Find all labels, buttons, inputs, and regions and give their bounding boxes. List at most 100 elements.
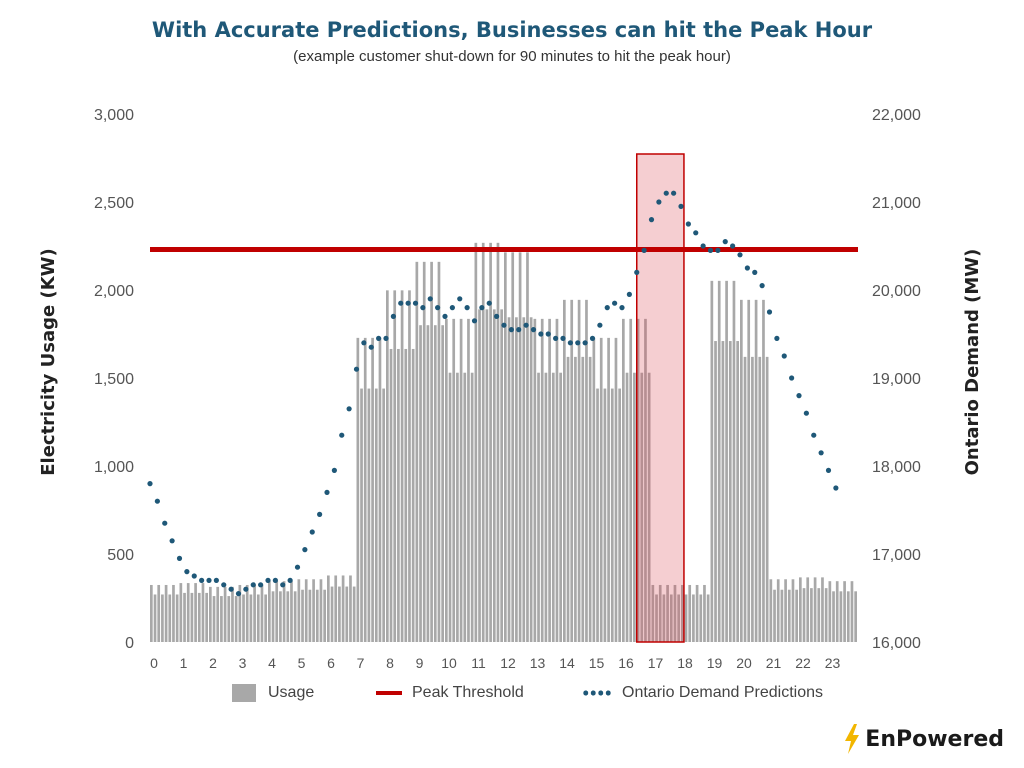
demand-dots <box>147 190 839 597</box>
usage-bar <box>791 579 795 642</box>
left-y-ticks: 0 500 1,000 1,500 2,000 2,500 3,000 <box>94 107 134 652</box>
usage-bar <box>802 588 806 642</box>
demand-point <box>530 327 537 333</box>
usage-bar <box>452 318 456 642</box>
usage-bar <box>824 588 828 642</box>
demand-point <box>427 296 433 302</box>
legend-usage: Usage <box>232 684 314 702</box>
usage-bar <box>456 372 459 642</box>
demand-point <box>457 296 463 302</box>
usage-bar <box>430 261 433 642</box>
usage-bar <box>345 586 349 642</box>
usage-bar <box>470 372 474 642</box>
x-tick-label: 20 <box>736 655 752 671</box>
usage-bar <box>474 242 478 642</box>
usage-bar <box>588 356 592 642</box>
usage-bar <box>445 318 448 642</box>
demand-point <box>309 529 315 535</box>
demand-point <box>287 577 293 584</box>
usage-bar <box>644 318 647 642</box>
chart-subtitle: (example customer shut-down for 90 minut… <box>293 48 731 65</box>
demand-point <box>280 582 286 588</box>
right-y-tick-label: 21,000 <box>872 195 921 212</box>
usage-bar <box>363 337 367 642</box>
usage-bar <box>559 372 562 642</box>
usage-bar <box>751 356 754 642</box>
x-tick-label: 16 <box>618 655 634 671</box>
usage-bar <box>839 591 843 642</box>
usage-bar <box>190 592 194 642</box>
demand-point <box>258 582 264 588</box>
usage-bar <box>312 579 315 642</box>
usage-bar <box>544 372 548 642</box>
peak-hour-highlight <box>636 153 685 643</box>
x-tick-label: 4 <box>268 655 276 671</box>
legend-demand: Ontario Demand Predictions <box>582 684 823 702</box>
right-y-tick-label: 20,000 <box>872 283 921 300</box>
usage-bar <box>522 317 526 642</box>
demand-point <box>250 582 256 588</box>
usage-bar <box>625 372 629 642</box>
usage-bar <box>238 584 242 642</box>
usage-bar <box>282 581 286 642</box>
usage-bar <box>448 372 452 642</box>
usage-bar <box>183 592 186 642</box>
usage-bar <box>607 337 610 642</box>
usage-bar <box>478 309 481 642</box>
usage-bar <box>728 341 732 642</box>
demand-point <box>582 340 588 346</box>
usage-bar <box>555 318 559 642</box>
usage-bar <box>526 252 529 642</box>
demand-point <box>339 432 345 438</box>
usage-bar <box>817 588 821 642</box>
usage-bar <box>592 337 596 642</box>
usage-bar <box>323 589 326 642</box>
demand-point <box>553 335 559 341</box>
usage-bar <box>743 356 747 642</box>
usage-bar <box>736 341 739 642</box>
x-tick-label: 14 <box>559 655 575 671</box>
demand-point <box>331 467 337 473</box>
usage-bar <box>647 372 651 642</box>
usage-bar <box>264 594 267 642</box>
demand-point <box>833 485 839 491</box>
right-axis-title: Ontario Demand (MW) <box>962 249 983 476</box>
usage-bar <box>629 318 633 642</box>
usage-bar <box>507 317 511 642</box>
usage-bar <box>467 318 470 642</box>
right-y-ticks: 16,000 17,000 18,000 19,000 20,000 21,000 22,0… <box>872 107 921 652</box>
right-y-tick-label: 16,000 <box>872 635 921 652</box>
usage-bar <box>279 591 282 642</box>
x-tick-label: 19 <box>707 655 723 671</box>
demand-point <box>420 305 426 311</box>
demand-point <box>479 305 485 311</box>
demand-point <box>678 203 684 209</box>
demand-point <box>781 353 787 359</box>
usage-bar <box>662 594 666 642</box>
usage-bar <box>186 583 190 642</box>
legend-usage-swatch <box>232 684 256 702</box>
usage-bar <box>533 318 537 642</box>
x-tick-label: 13 <box>530 655 546 671</box>
usage-bar <box>275 581 279 642</box>
usage-bar <box>161 594 164 642</box>
demand-point <box>516 327 522 333</box>
usage-bar <box>537 372 540 642</box>
usage-bar <box>725 280 728 642</box>
usage-bar <box>813 577 817 642</box>
usage-bar <box>515 317 518 642</box>
usage-bar <box>574 356 577 642</box>
demand-point <box>235 591 242 597</box>
demand-point <box>700 243 706 249</box>
demand-point <box>612 300 618 306</box>
left-y-tick-label: 3,000 <box>94 107 134 124</box>
demand-point <box>353 366 360 372</box>
demand-point <box>648 217 655 223</box>
x-tick-label: 11 <box>471 655 486 671</box>
usage-bar <box>426 325 430 642</box>
usage-bar <box>386 290 389 642</box>
demand-point <box>206 577 212 584</box>
usage-bar <box>747 299 751 642</box>
usage-bar <box>566 356 570 642</box>
demand-point <box>368 344 374 350</box>
